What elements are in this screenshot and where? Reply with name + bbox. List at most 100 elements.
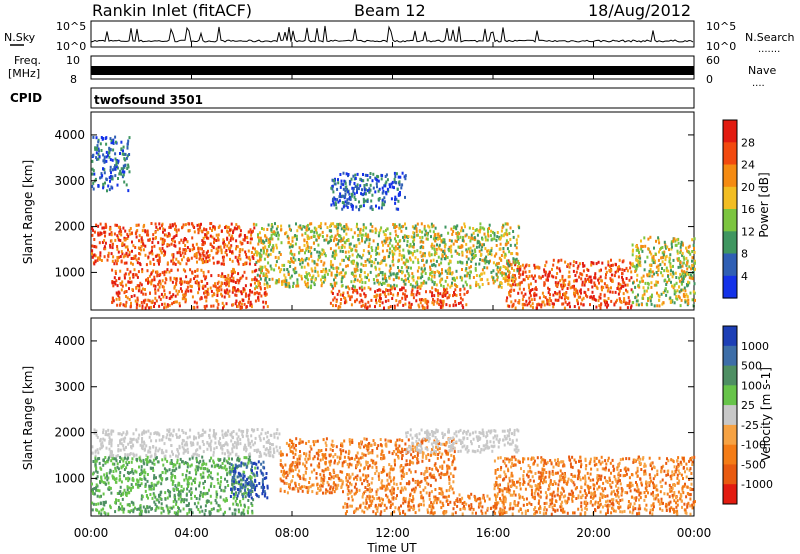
power-cell xyxy=(607,260,610,264)
velocity-cell xyxy=(278,446,281,450)
power-cell xyxy=(358,241,361,245)
power-cell xyxy=(664,278,667,282)
velocity-cell xyxy=(171,450,173,454)
power-cell xyxy=(324,222,327,226)
power-cell xyxy=(174,294,177,298)
power-cell xyxy=(168,303,171,307)
velocity-cell xyxy=(95,486,98,490)
power-cell xyxy=(339,223,342,227)
velocity-cell xyxy=(213,485,216,488)
power-cell xyxy=(416,222,419,226)
power-cell xyxy=(556,272,559,275)
velocity-cell xyxy=(129,440,132,444)
power-cell xyxy=(140,248,143,252)
power-cell xyxy=(469,270,472,274)
power-cell xyxy=(395,272,398,276)
velocity-cell xyxy=(160,451,163,455)
power-cell xyxy=(128,276,131,280)
power-cell xyxy=(140,290,143,294)
power-cell xyxy=(548,303,551,307)
velocity-cell xyxy=(193,437,195,441)
velocity-cell xyxy=(236,440,239,444)
power-cell xyxy=(128,229,131,233)
velocity-cell xyxy=(243,447,245,451)
velocity-cell xyxy=(178,462,181,466)
power-cell xyxy=(518,287,521,291)
velocity-cell xyxy=(142,470,145,474)
power-cell xyxy=(165,270,168,274)
power-cell xyxy=(259,285,262,289)
power-cell xyxy=(242,287,245,291)
velocity-cell xyxy=(182,439,185,443)
power-cell xyxy=(335,225,338,229)
power-cell xyxy=(647,247,650,251)
power-cell xyxy=(345,204,348,208)
velocity-cell xyxy=(120,442,123,446)
power-cell xyxy=(175,230,178,234)
power-cell xyxy=(582,303,585,307)
power-cell xyxy=(110,231,113,235)
velocity-cell xyxy=(93,431,96,435)
power-cell xyxy=(445,287,448,291)
power-cell xyxy=(305,257,308,260)
power-cell xyxy=(162,295,165,299)
power-cell xyxy=(182,241,185,244)
power-cell xyxy=(618,267,621,271)
velocity-cell xyxy=(177,497,180,501)
power-cell xyxy=(343,179,346,183)
power-cell xyxy=(264,246,267,250)
power-cell xyxy=(470,236,473,240)
power-cell xyxy=(665,269,668,273)
power-cell xyxy=(384,182,387,186)
power-cell xyxy=(290,259,293,263)
power-cell xyxy=(100,149,103,152)
velocity-cell xyxy=(201,493,204,497)
velocity-cell xyxy=(239,442,242,446)
power-cell xyxy=(397,207,400,211)
power-cell xyxy=(144,244,147,248)
power-cell xyxy=(160,251,163,255)
power-cell xyxy=(340,182,343,186)
power-cell xyxy=(123,261,126,265)
power-cell xyxy=(468,266,471,270)
power-cell xyxy=(454,249,457,253)
velocity-cell xyxy=(192,452,195,456)
velocity-cell xyxy=(201,455,204,459)
velocity-cell xyxy=(235,502,238,506)
velocity-cell xyxy=(176,448,179,451)
power-cell xyxy=(202,250,205,253)
power-cell xyxy=(287,260,290,264)
power-cell xyxy=(582,264,585,268)
power-cell xyxy=(395,239,398,243)
velocity-cell xyxy=(136,507,139,511)
power-cell xyxy=(528,274,531,278)
velocity-cell xyxy=(243,503,246,507)
velocity-cell xyxy=(239,483,242,487)
power-cell xyxy=(364,263,367,267)
power-cell xyxy=(504,272,507,276)
power-cell xyxy=(430,278,433,282)
velocity-cell xyxy=(215,446,218,449)
power-cell xyxy=(200,222,202,226)
velocity-cell xyxy=(209,448,212,452)
power-cell xyxy=(318,233,321,237)
power-cell xyxy=(382,230,385,234)
power-cell xyxy=(574,279,577,283)
power-cell xyxy=(515,257,518,261)
velocity-cell xyxy=(102,428,105,432)
power-cell xyxy=(475,280,478,284)
power-cell xyxy=(391,260,394,263)
power-cell xyxy=(193,300,196,304)
velocity-cell xyxy=(222,444,225,447)
velocity-cell xyxy=(261,428,264,432)
power-cell xyxy=(418,305,421,309)
power-cell xyxy=(257,280,260,284)
power-cell xyxy=(618,289,621,293)
power-cell xyxy=(254,299,257,303)
power-cell xyxy=(184,251,187,255)
power-cell xyxy=(452,304,455,308)
power-cell xyxy=(343,229,346,233)
power-cell xyxy=(382,281,384,285)
power-cell xyxy=(320,284,323,288)
